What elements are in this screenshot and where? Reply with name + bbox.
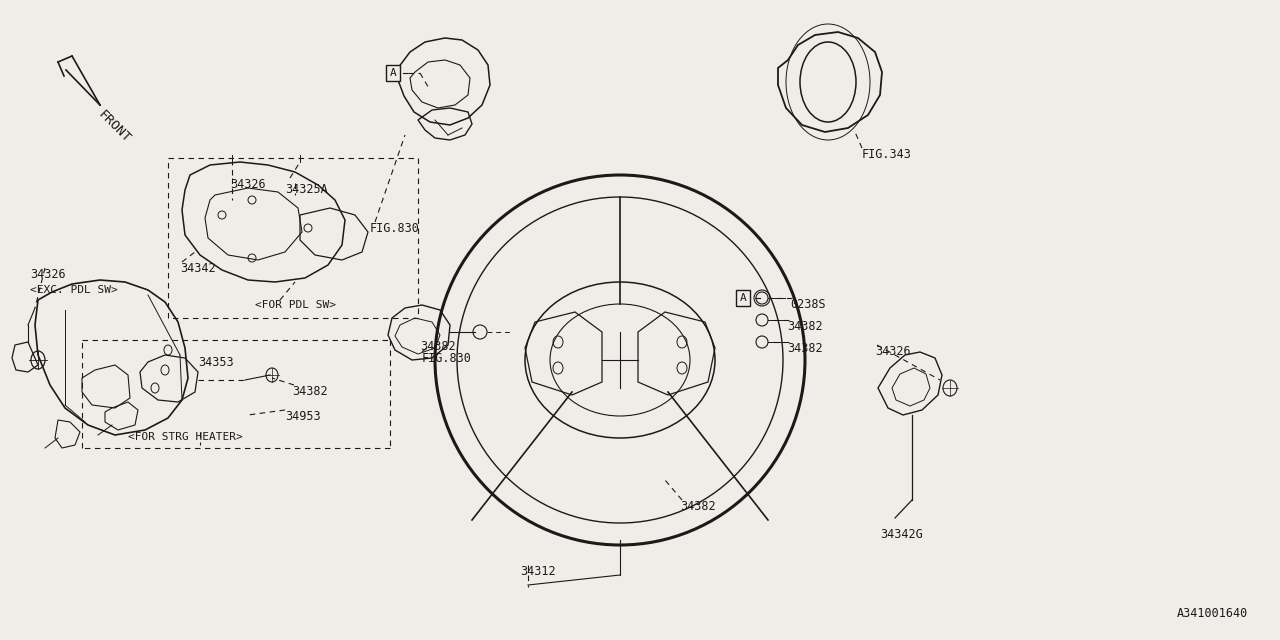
Text: 34326: 34326 (29, 268, 65, 281)
Text: FIG.343: FIG.343 (861, 148, 911, 161)
Text: FIG.830: FIG.830 (422, 352, 472, 365)
Text: <FOR PDL SW>: <FOR PDL SW> (255, 300, 335, 310)
Text: 34312: 34312 (520, 565, 556, 578)
Text: FRONT: FRONT (96, 108, 133, 145)
Text: 34382: 34382 (680, 500, 716, 513)
Text: FIG.830: FIG.830 (370, 222, 420, 235)
Text: 34382: 34382 (292, 385, 328, 398)
Text: 34325A: 34325A (285, 183, 328, 196)
Text: 34342: 34342 (180, 262, 215, 275)
Text: 34342G: 34342G (881, 528, 923, 541)
Text: A: A (389, 68, 397, 78)
Text: <EXC. PDL SW>: <EXC. PDL SW> (29, 285, 118, 295)
Text: 34353: 34353 (198, 356, 234, 369)
Text: 34382: 34382 (787, 320, 823, 333)
Text: A341001640: A341001640 (1176, 607, 1248, 620)
Text: 34382: 34382 (420, 340, 456, 353)
Text: 34382: 34382 (787, 342, 823, 355)
Text: <FOR STRG HEATER>: <FOR STRG HEATER> (128, 432, 243, 442)
Text: 34326: 34326 (230, 178, 266, 191)
Text: 34953: 34953 (285, 410, 320, 423)
Text: A: A (740, 293, 746, 303)
Text: 0238S: 0238S (790, 298, 826, 311)
Text: 34326: 34326 (876, 345, 910, 358)
